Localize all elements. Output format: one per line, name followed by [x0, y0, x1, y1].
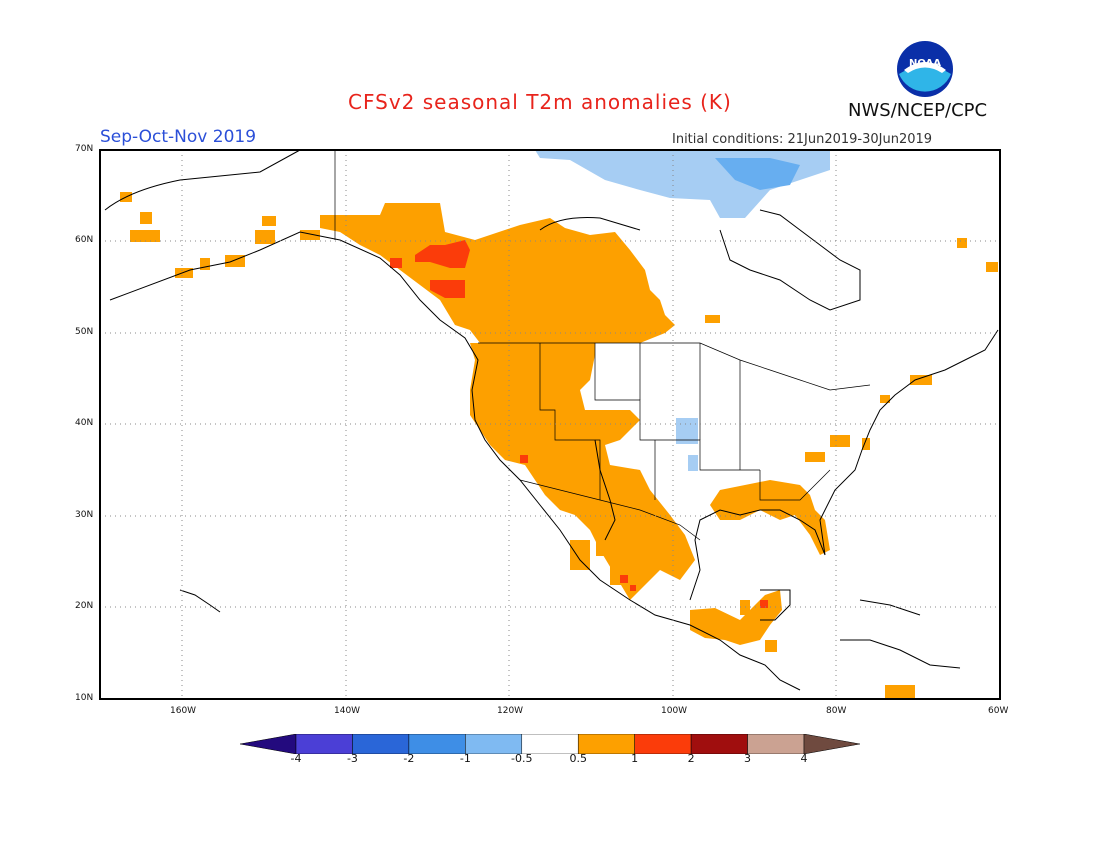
colorbar-tick-label: 2	[687, 752, 695, 765]
coastlines	[104, 149, 999, 691]
lon-label-80w: 80W	[826, 706, 847, 716]
map-title: CFSv2 seasonal T2m anomalies (K)	[348, 90, 732, 114]
noaa-logo-icon: NOAA	[897, 41, 953, 97]
colorbar-tick-label: 3	[744, 752, 752, 765]
colorbar-cell	[747, 734, 805, 754]
colorbar	[240, 734, 860, 754]
colorbar-tick-label: -4	[290, 752, 302, 765]
political-borders	[334, 150, 871, 541]
svg-text:NOAA: NOAA	[909, 58, 941, 69]
colorbar-cell	[295, 734, 353, 754]
colorbar-tick-label: -3	[346, 752, 358, 765]
agency-label: NWS/NCEP/CPC	[848, 100, 988, 121]
lat-label-10n: 10N	[75, 693, 94, 703]
colorbar-end-left	[240, 734, 297, 754]
colorbar-end-right	[803, 734, 860, 754]
colorbar-cell	[408, 734, 466, 754]
lat-label-20n: 20N	[75, 601, 94, 611]
cold-anomaly-strong	[715, 158, 800, 190]
lat-label-60n: 60N	[75, 235, 94, 245]
colorbar-cell	[465, 734, 523, 754]
initial-conditions-label: Initial conditions: 21Jun2019-30Jun2019	[672, 132, 933, 147]
colorbar-tick-label: 0.5	[569, 752, 587, 765]
colorbar-cell	[634, 734, 692, 754]
lat-label-50n: 50N	[75, 327, 94, 337]
colorbar-cell	[577, 734, 635, 754]
strong-warm-anomaly	[390, 240, 768, 608]
colorbar-tick-label: -2	[403, 752, 415, 765]
colorbar-cell	[690, 734, 748, 754]
lon-label-140w: 140W	[334, 706, 361, 716]
colorbar-tick-label: -0.5	[511, 752, 533, 765]
lat-label-70n: 70N	[75, 144, 94, 154]
graticule	[100, 150, 1000, 699]
season-label: Sep-Oct-Nov 2019	[100, 127, 257, 147]
lon-label-60w: 60W	[988, 706, 1009, 716]
lat-label-40n: 40N	[75, 418, 94, 428]
lat-label-30n: 30N	[75, 510, 94, 520]
colorbar-tick-label: 4	[800, 752, 808, 765]
colorbar-cell	[521, 734, 579, 754]
lon-label-120w: 120W	[497, 706, 524, 716]
lon-label-100w: 100W	[661, 706, 688, 716]
colorbar-tick-label: -1	[459, 752, 471, 765]
colorbar-cell	[352, 734, 410, 754]
lon-label-160w: 160W	[170, 706, 197, 716]
colorbar-tick-label: 1	[631, 752, 639, 765]
